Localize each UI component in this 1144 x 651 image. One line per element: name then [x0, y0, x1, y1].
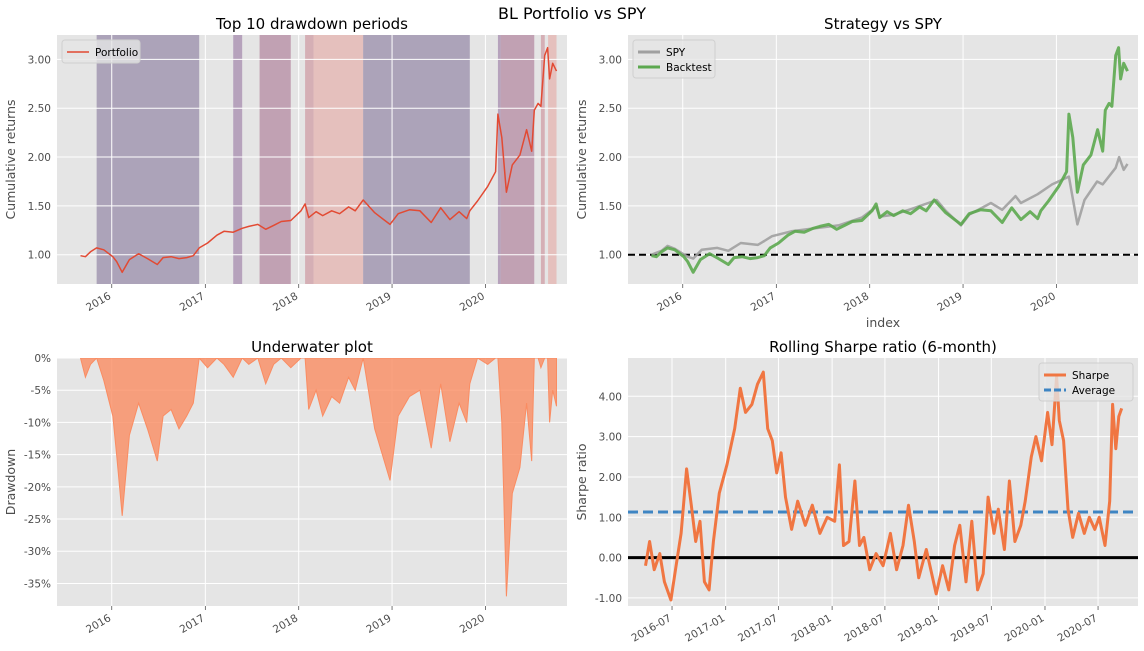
strategy-vs-spy-chart: 1.00 1.50 2.00 2.50 3.00 2016 2017 2018 2019 2020…: [574, 15, 1138, 330]
x-tick-label: 2018: [842, 290, 871, 314]
drawdown-period-band: [96, 35, 200, 284]
x-tick-label: 2017: [178, 612, 207, 636]
legend-label: Sharpe: [1072, 370, 1109, 382]
drawdown-period-band: [363, 35, 470, 284]
y-tick-label: -35%: [24, 578, 51, 590]
drawdown-area: [79, 358, 557, 597]
y-tick-label: -15%: [24, 450, 51, 462]
y-tick-label: 1.00: [28, 250, 51, 262]
y-tick-label: 1.00: [599, 512, 622, 524]
x-tick-label: 2017: [749, 290, 778, 314]
y-axis-label: Drawdown: [3, 449, 18, 515]
x-tick-label: 2020-07: [1056, 612, 1100, 644]
x-tick-label: 2018: [271, 290, 300, 314]
y-tick-label: -10%: [24, 417, 51, 429]
series-line-backtest: [651, 46, 1129, 274]
x-tick-label: 2020: [1029, 290, 1058, 314]
series-line-portfolio: [80, 46, 558, 274]
x-tick-label: 2019: [364, 612, 393, 636]
drawdown-period-band: [540, 35, 545, 284]
underwater-chart: 0% -5% -10% -15% -20% -25% -30% -35% 2016 2017 201…: [3, 338, 567, 636]
x-tick-label: 2020: [458, 612, 487, 636]
y-tick-label: -1.00: [595, 593, 622, 605]
drawdown-period-band: [305, 35, 314, 284]
drawdown-period-band: [233, 35, 243, 284]
x-tick-label: 2019: [935, 290, 964, 314]
x-tick-label: 2018: [271, 612, 300, 636]
y-tick-label: 2.50: [599, 103, 622, 115]
legend-box: [1038, 362, 1134, 402]
x-tick-label: 2018-07: [842, 612, 886, 644]
x-tick-label: 2016: [655, 290, 684, 314]
y-tick-label: -20%: [24, 482, 51, 494]
drawdown-period-band: [548, 35, 557, 284]
y-tick-label: 0%: [34, 353, 51, 365]
y-tick-label: -30%: [24, 546, 51, 558]
y-tick-label: 2.00: [599, 472, 622, 484]
y-tick-label: 1.00: [599, 250, 622, 262]
drawdown-period-band: [500, 35, 535, 284]
legend-label: Average: [1072, 385, 1115, 397]
y-axis-label: Cumulative returns: [574, 99, 589, 219]
x-tick-label: 2019-07: [949, 612, 993, 644]
y-tick-label: 1.50: [599, 201, 622, 213]
chart-title: Top 10 drawdown periods: [215, 15, 408, 33]
x-tick-label: 2018-01: [790, 612, 834, 644]
y-tick-label: 3.00: [599, 432, 622, 444]
x-tick-label: 2019-01: [896, 612, 940, 644]
y-tick-label: 4.00: [599, 391, 622, 403]
y-tick-label: 0.00: [599, 553, 622, 565]
chart-title: Underwater plot: [251, 338, 373, 356]
legend-box: [61, 39, 141, 64]
y-tick-label: 1.50: [28, 201, 51, 213]
figure-title: BL Portfolio vs SPY: [498, 4, 646, 23]
x-tick-label: 2016-07: [630, 612, 674, 644]
y-tick-label: 3.00: [28, 54, 51, 66]
x-tick-label: 2016: [84, 612, 113, 636]
chart-title: Strategy vs SPY: [824, 15, 943, 33]
drawdown-period-band: [313, 35, 364, 284]
y-axis-label: Cumulative returns: [3, 99, 18, 219]
y-axis-label: Sharpe ratio: [574, 443, 589, 520]
y-tick-label: 2.50: [28, 103, 51, 115]
y-tick-label: -25%: [24, 514, 51, 526]
x-tick-label: 2017: [178, 290, 207, 314]
y-tick-label: -5%: [31, 385, 51, 397]
x-tick-label: 2017-07: [736, 612, 780, 644]
x-axis-label: index: [866, 315, 900, 330]
x-tick-label: 2017-01: [683, 612, 727, 644]
drawdown-period-band: [259, 35, 291, 284]
legend-label: Backtest: [666, 62, 712, 74]
drawdown-period-band: [497, 35, 501, 284]
chart-title: Rolling Sharpe ratio (6-month): [769, 338, 997, 356]
drawdown-periods-chart: 1.00 1.50 2.00 2.50 3.00 2016 2017 2018 2019 2020…: [3, 15, 567, 314]
x-tick-label: 2016: [84, 290, 113, 314]
y-tick-label: 3.00: [599, 54, 622, 66]
legend-label: SPY: [666, 47, 686, 59]
x-tick-label: 2020: [458, 290, 487, 314]
legend-label: Portfolio: [95, 47, 138, 59]
x-tick-label: 2019: [364, 290, 393, 314]
y-tick-label: 2.00: [599, 152, 622, 164]
rolling-sharpe-chart: -1.00 0.00 1.00 2.00 3.00 4.00 2016-07 2017-01 2…: [574, 338, 1138, 645]
x-tick-label: 2020-01: [1002, 612, 1046, 644]
y-tick-label: 2.00: [28, 152, 51, 164]
